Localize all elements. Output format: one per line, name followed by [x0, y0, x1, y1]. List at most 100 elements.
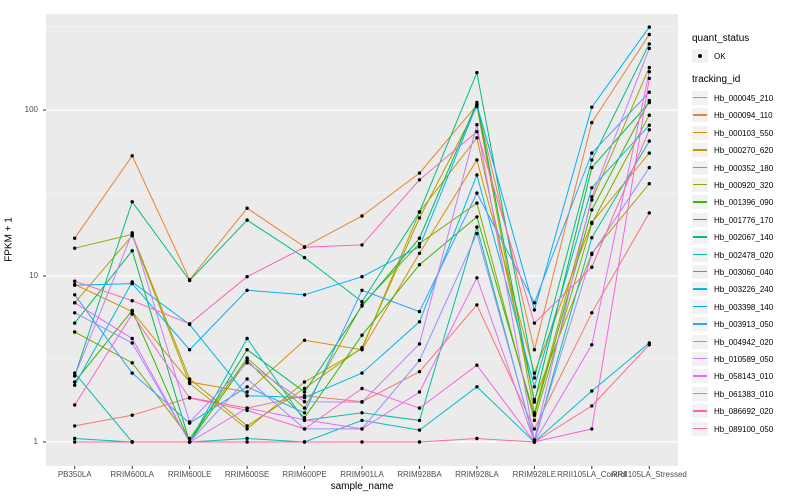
data-point — [187, 348, 192, 352]
data-point — [475, 173, 479, 177]
data-point — [417, 358, 422, 363]
legend-key — [692, 212, 708, 227]
data-point — [73, 330, 77, 334]
legend-item-label: Hb_003913_050 — [714, 320, 774, 330]
data-point — [360, 371, 364, 375]
data-point — [245, 436, 249, 441]
data-point — [590, 105, 594, 109]
data-point — [73, 293, 77, 297]
data-point — [475, 158, 479, 162]
data-point — [590, 151, 594, 155]
legend-key — [692, 282, 708, 297]
legend-item-label: Hb_000352_180 — [714, 163, 774, 173]
data-point — [187, 381, 192, 386]
line-swatch-icon — [693, 236, 707, 238]
legend-item-label: Hb_004942_020 — [714, 337, 774, 347]
legend-key-ok — [692, 49, 708, 63]
legend-item-label: Hb_010589_050 — [714, 355, 774, 364]
data-point — [590, 404, 594, 408]
data-point — [302, 255, 307, 260]
data-point — [73, 374, 77, 378]
data-point — [532, 376, 537, 380]
data-point — [130, 336, 134, 341]
data-point — [302, 380, 307, 384]
data-point — [475, 191, 479, 195]
data-point — [360, 440, 364, 444]
data-point — [245, 275, 249, 279]
data-point — [130, 312, 134, 316]
data-point — [590, 265, 594, 269]
line-swatch-icon — [693, 114, 707, 116]
data-point — [647, 42, 651, 46]
data-point — [590, 120, 594, 125]
data-point — [590, 186, 594, 190]
data-point — [360, 214, 364, 218]
data-point — [590, 343, 594, 347]
legend-item-label: Hb_001396_090 — [714, 198, 774, 208]
legend-key — [692, 230, 708, 245]
data-point — [245, 440, 249, 444]
data-point — [417, 216, 422, 220]
x-tick-label: RRIM928LE — [512, 470, 557, 479]
data-point — [302, 440, 307, 444]
data-point — [417, 390, 422, 394]
x-tick-label: RRIM600PE — [282, 470, 327, 479]
data-point — [302, 406, 307, 410]
legend-key — [692, 386, 708, 401]
legend-key — [692, 334, 708, 349]
x-tick-label: RRIM600LA — [110, 470, 154, 479]
data-point — [302, 338, 307, 342]
data-point — [360, 300, 364, 304]
data-point — [73, 283, 77, 287]
line-swatch-icon — [693, 358, 707, 360]
legend-item-label: Hb_000094_110 — [714, 111, 773, 121]
data-point — [73, 383, 77, 387]
data-point — [417, 320, 422, 324]
x-tick-label: RRIM928LA — [455, 470, 499, 479]
line-swatch-icon — [693, 166, 707, 168]
data-point — [590, 389, 594, 393]
data-point — [360, 400, 364, 404]
legend-key — [692, 317, 708, 332]
data-point — [475, 123, 479, 127]
data-point — [417, 309, 422, 314]
data-point — [475, 201, 479, 205]
data-point — [590, 311, 594, 315]
data-point — [130, 341, 134, 345]
data-point — [73, 311, 77, 315]
data-point — [130, 154, 134, 158]
data-point — [187, 396, 192, 400]
data-point — [475, 215, 479, 219]
data-point — [647, 65, 651, 70]
data-point — [245, 288, 249, 292]
data-point — [475, 225, 479, 229]
data-point — [302, 418, 307, 422]
line-swatch-icon — [693, 305, 707, 308]
data-point — [647, 128, 651, 132]
data-point — [417, 251, 422, 255]
data-point — [590, 236, 594, 240]
data-point — [647, 165, 651, 170]
legend-item-label: Hb_000270_620 — [714, 146, 774, 156]
legend-key — [692, 160, 708, 175]
data-point — [417, 178, 422, 182]
data-point — [130, 371, 134, 375]
data-point — [647, 76, 651, 81]
data-point — [417, 428, 422, 432]
line-swatch-icon — [693, 271, 707, 273]
data-point — [302, 411, 307, 415]
x-tick-label: RRIM901LA — [340, 470, 384, 479]
data-point — [475, 136, 479, 140]
data-point — [647, 32, 651, 37]
data-point — [417, 241, 422, 246]
data-point — [475, 363, 479, 367]
data-point — [245, 385, 249, 389]
data-point — [532, 413, 537, 417]
legend-key — [692, 143, 708, 158]
data-point — [532, 418, 537, 423]
data-point — [417, 370, 422, 374]
data-point — [360, 411, 364, 415]
data-point — [130, 200, 134, 204]
data-point — [130, 440, 134, 444]
